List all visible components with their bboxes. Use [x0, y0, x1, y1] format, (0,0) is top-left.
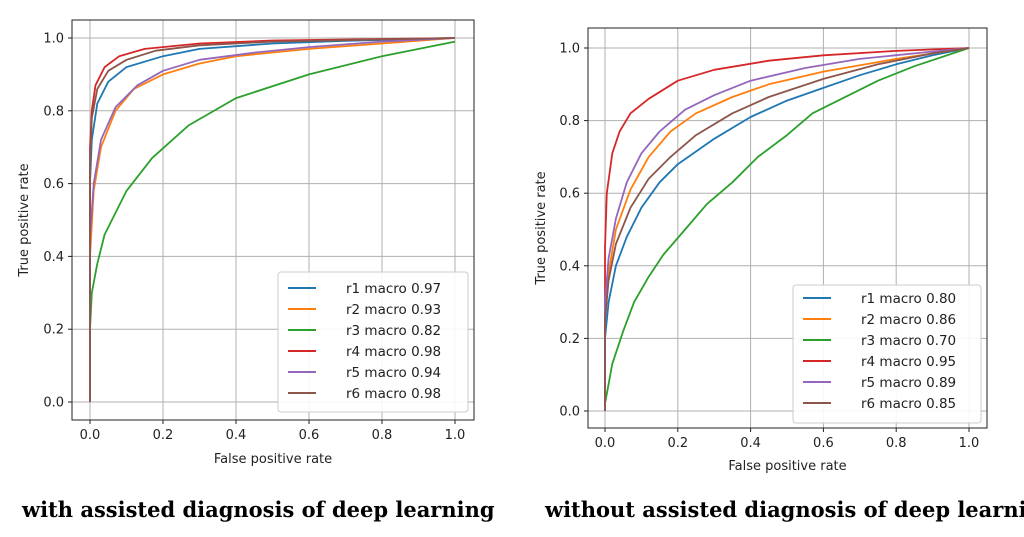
x-tick-label: 1.0 — [445, 428, 466, 443]
legend-label-r3: r3 macro 0.82 — [346, 323, 441, 339]
x-axis-label: False positive rate — [214, 452, 332, 467]
roc-curve-r3 — [89, 40, 456, 402]
x-tick-label: 0.2 — [153, 428, 174, 443]
roc-curve-r2 — [604, 47, 970, 411]
y-tick-label: 0.6 — [43, 177, 64, 192]
caption-with-assistance: with assisted diagnosis of deep learning — [22, 497, 495, 522]
x-tick-label: 0.6 — [813, 436, 834, 451]
legend-box — [792, 284, 982, 424]
x-axis-label: False positive rate — [728, 459, 846, 474]
legend-label-r4: r4 macro 0.98 — [346, 344, 441, 360]
legend-label-r4: r4 macro 0.95 — [861, 354, 956, 370]
y-tick-label: 0.4 — [43, 250, 64, 265]
roc-curve-r6 — [89, 37, 456, 402]
y-tick-label: 0.8 — [559, 114, 580, 129]
legend-label-r5: r5 macro 0.89 — [861, 375, 956, 391]
y-tick-label: 0.0 — [43, 396, 64, 411]
legend-box — [277, 271, 469, 413]
x-tick-label: 0.0 — [595, 436, 616, 451]
caption-without-assistance: without assisted diagnosis of deep learn… — [545, 497, 1024, 522]
legend-label-r2: r2 macro 0.93 — [346, 302, 441, 318]
y-tick-label: 0.8 — [43, 104, 64, 119]
y-tick-label: 0.6 — [559, 187, 580, 202]
y-tick-label: 1.0 — [43, 32, 64, 47]
axes-frame — [587, 27, 988, 429]
y-tick-label: 0.0 — [559, 405, 580, 420]
y-tick-label: 0.4 — [559, 259, 580, 274]
roc-chart-with-assistance: 0.0 0.2 0.4 0.6 0.8 1.0 0.0 0.2 0.4 0.6 0.8 1.0 Fals… — [17, 19, 475, 467]
legend-label-r3: r3 macro 0.70 — [861, 333, 956, 349]
roc-curve-r1 — [604, 47, 970, 411]
legend-label-r6: r6 macro 0.85 — [861, 396, 956, 412]
legend: r1 macro 0.80 r2 macro 0.86 r3 macro 0.70 r… — [792, 284, 982, 424]
x-tick-label: 1.0 — [959, 436, 980, 451]
x-tick-label: 0.6 — [299, 428, 320, 443]
y-tick-label: 1.0 — [559, 42, 580, 57]
roc-curve-r5 — [604, 47, 970, 411]
y-axis-label: True positive rate — [534, 171, 549, 285]
y-tick-label: 0.2 — [43, 323, 64, 338]
x-tick-label: 0.0 — [80, 428, 101, 443]
roc-curve-r3 — [604, 47, 970, 411]
legend-label-r1: r1 macro 0.97 — [346, 281, 441, 297]
y-axis-label: True positive rate — [17, 163, 32, 277]
x-tick-label: 0.4 — [740, 436, 761, 451]
x-tick-label: 0.4 — [226, 428, 247, 443]
legend: r1 macro 0.97 r2 macro 0.93 r3 macro 0.82 r… — [277, 271, 469, 413]
roc-curve-r5 — [89, 37, 456, 402]
x-tick-label: 0.8 — [372, 428, 393, 443]
x-tick-label: 0.8 — [886, 436, 907, 451]
roc-curve-r6 — [604, 47, 970, 411]
roc-curve-r4 — [604, 47, 970, 411]
legend-label-r6: r6 macro 0.98 — [346, 386, 441, 402]
roc-chart-without-assistance: 0.0 0.2 0.4 0.6 0.8 1.0 0.0 0.2 0.4 0.6 0.8 1.0 Fals… — [534, 27, 988, 474]
legend-label-r5: r5 macro 0.94 — [346, 365, 441, 381]
y-tick-label: 0.2 — [559, 332, 580, 347]
x-tick-label: 0.2 — [667, 436, 688, 451]
legend-label-r1: r1 macro 0.80 — [861, 291, 956, 307]
legend-label-r2: r2 macro 0.86 — [861, 312, 956, 328]
axes-frame — [71, 19, 475, 421]
